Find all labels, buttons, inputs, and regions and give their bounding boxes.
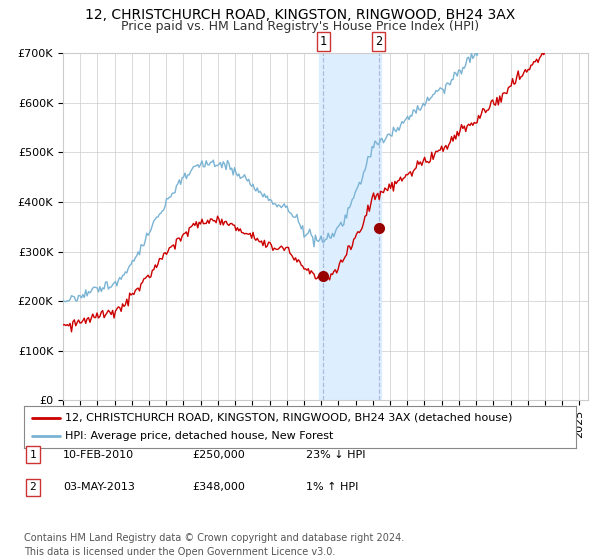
Text: 12, CHRISTCHURCH ROAD, KINGSTON, RINGWOOD, BH24 3AX (detached house): 12, CHRISTCHURCH ROAD, KINGSTON, RINGWOO…: [65, 413, 513, 423]
Text: 1: 1: [29, 450, 37, 460]
Text: Contains HM Land Registry data © Crown copyright and database right 2024.
This d: Contains HM Land Registry data © Crown c…: [24, 533, 404, 557]
Text: 23% ↓ HPI: 23% ↓ HPI: [306, 450, 365, 460]
Text: Price paid vs. HM Land Registry's House Price Index (HPI): Price paid vs. HM Land Registry's House …: [121, 20, 479, 32]
Text: HPI: Average price, detached house, New Forest: HPI: Average price, detached house, New …: [65, 431, 334, 441]
Text: 1% ↑ HPI: 1% ↑ HPI: [306, 482, 358, 492]
Text: £250,000: £250,000: [192, 450, 245, 460]
Text: £348,000: £348,000: [192, 482, 245, 492]
Bar: [319, 53, 382, 400]
Text: 03-MAY-2013: 03-MAY-2013: [63, 482, 135, 492]
Text: 1: 1: [320, 35, 326, 48]
Text: 2: 2: [29, 482, 37, 492]
Text: 12, CHRISTCHURCH ROAD, KINGSTON, RINGWOOD, BH24 3AX: 12, CHRISTCHURCH ROAD, KINGSTON, RINGWOO…: [85, 8, 515, 22]
Text: 2: 2: [375, 35, 382, 48]
Text: 10-FEB-2010: 10-FEB-2010: [63, 450, 134, 460]
